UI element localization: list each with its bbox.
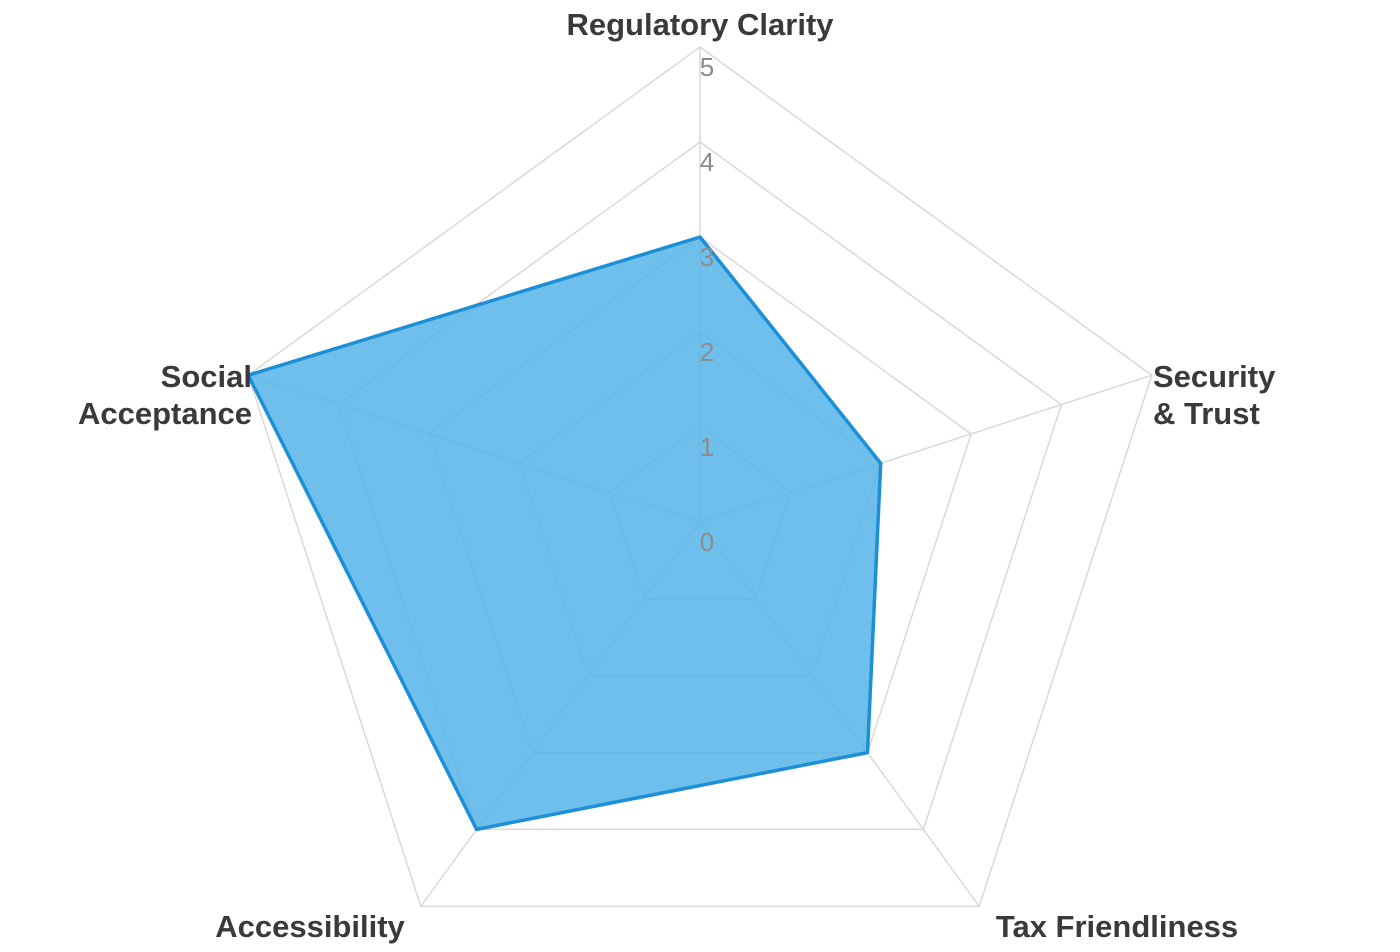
axis-label-social-acceptance: Social Acceptance — [77, 359, 252, 431]
data-polygon — [246, 235, 883, 832]
tick-label: 0 — [700, 527, 714, 557]
tick-label: 5 — [700, 52, 714, 82]
axis-label-security-trust: Security & Trust — [1153, 359, 1276, 431]
tick-label: 1 — [700, 432, 714, 462]
tick-label: 4 — [700, 147, 714, 177]
tick-label: 3 — [700, 242, 714, 272]
tick-label: 2 — [700, 337, 714, 367]
axis-label-tax-friendliness: Tax Friendliness — [995, 909, 1239, 944]
axis-label-accessibility: Accessibility — [215, 909, 405, 944]
grid-ring — [247, 46, 1153, 908]
axis-label-regulatory-clarity: Regulatory Clarity — [566, 7, 834, 42]
